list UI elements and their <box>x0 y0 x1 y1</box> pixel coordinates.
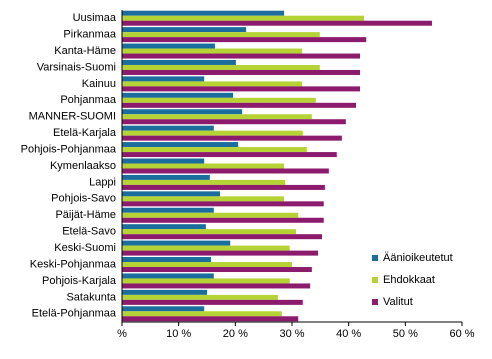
bar <box>122 273 214 279</box>
y-tick-label: Päijät-Häme <box>55 209 116 221</box>
y-tick-label: Kainuu <box>82 78 116 90</box>
bar <box>122 207 214 213</box>
bar <box>122 59 236 65</box>
bar <box>122 234 323 240</box>
bar <box>122 316 299 322</box>
y-tick-label: Varsinais-Suomi <box>37 61 116 73</box>
y-tick-label: Pohjanmaa <box>60 94 117 106</box>
bar <box>122 179 286 185</box>
x-tick-label: 10 % <box>166 328 191 340</box>
bar <box>122 64 320 70</box>
x-tick-label: 60 % <box>449 328 474 340</box>
bar <box>122 102 357 108</box>
bar <box>122 184 325 190</box>
legend-label: Äänioikeutetut <box>383 252 453 264</box>
bar <box>122 283 311 289</box>
bar <box>122 81 303 87</box>
bar <box>122 306 205 312</box>
y-tick-label: Keski-Suomi <box>54 242 116 254</box>
bar <box>122 299 303 305</box>
y-tick-label: Lappi <box>89 176 116 188</box>
bar <box>122 69 360 75</box>
bar <box>122 168 329 174</box>
x-tick-label: 50 % <box>393 328 418 340</box>
y-tick-label: Pohjois-Pohjanmaa <box>21 143 117 155</box>
bar <box>122 20 432 26</box>
y-tick-label: Satakunta <box>66 291 116 303</box>
bar <box>122 37 367 43</box>
bar <box>122 125 214 131</box>
bar <box>122 245 290 251</box>
bar <box>122 257 211 263</box>
y-tick-label: Etelä-Savo <box>62 226 116 238</box>
bar <box>122 152 337 158</box>
bar <box>122 10 285 16</box>
y-tick-label: Pirkanmaa <box>63 29 116 41</box>
y-tick-label: Keski-Pohjanmaa <box>30 258 117 270</box>
bar <box>122 217 324 223</box>
x-tick-label: % <box>117 328 127 340</box>
bar <box>122 240 231 246</box>
bar <box>122 27 247 33</box>
bar <box>122 158 205 164</box>
bar <box>122 86 360 92</box>
legend-swatch <box>372 299 378 305</box>
bar <box>122 294 278 300</box>
bar <box>122 191 221 197</box>
bar <box>122 250 319 256</box>
legend-label: Valitut <box>383 296 413 308</box>
bar <box>122 53 360 59</box>
bar <box>122 267 312 273</box>
x-tick-label: 30 % <box>279 328 304 340</box>
bar <box>122 48 303 54</box>
bar <box>122 224 206 230</box>
bar <box>122 289 207 295</box>
y-tick-label: Pohjois-Karjala <box>42 275 117 287</box>
y-tick-label: Pohjois-Savo <box>51 193 116 205</box>
bar <box>122 174 210 180</box>
bar <box>122 262 292 268</box>
bar <box>122 135 342 141</box>
bar <box>122 196 285 202</box>
legend-swatch <box>372 277 378 283</box>
y-tick-label: Kymenlaakso <box>50 160 116 172</box>
y-tick-label: Uusimaa <box>73 12 117 24</box>
bar <box>122 43 215 49</box>
bar <box>122 163 285 169</box>
bar <box>122 311 282 317</box>
bar <box>122 278 290 284</box>
bar <box>122 92 234 98</box>
y-tick-label: MANNER-SUOMI <box>29 111 116 123</box>
bar <box>122 130 303 136</box>
bar <box>122 147 307 153</box>
bar <box>122 97 316 103</box>
bar <box>122 119 346 125</box>
bar <box>122 201 324 207</box>
bar <box>122 76 205 82</box>
y-tick-label: Etelä-Karjala <box>53 127 117 139</box>
bar <box>122 229 296 235</box>
y-tick-label: Kanta-Häme <box>54 45 116 57</box>
bar <box>122 114 312 120</box>
bar <box>122 15 364 21</box>
bar <box>122 32 320 38</box>
legend-label: Ehdokkaat <box>383 274 435 286</box>
y-tick-label: Etelä-Pohjanmaa <box>32 308 117 320</box>
bar <box>122 142 239 148</box>
bar <box>122 109 243 115</box>
x-tick-label: 20 % <box>223 328 248 340</box>
legend-swatch <box>372 255 378 261</box>
bar <box>122 212 299 218</box>
x-tick-label: 40 % <box>336 328 361 340</box>
